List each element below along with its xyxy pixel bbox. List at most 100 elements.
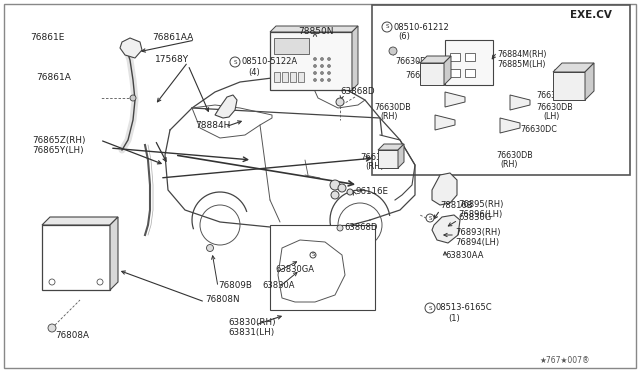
Text: 76808A: 76808A xyxy=(55,330,89,340)
Polygon shape xyxy=(500,118,520,133)
Circle shape xyxy=(130,95,136,101)
Text: 76894(LH): 76894(LH) xyxy=(455,237,499,247)
Circle shape xyxy=(97,279,103,285)
Polygon shape xyxy=(435,115,455,130)
Circle shape xyxy=(49,279,55,285)
Bar xyxy=(42,225,110,290)
Bar xyxy=(270,225,375,310)
Polygon shape xyxy=(215,95,237,118)
Text: 96116E: 96116E xyxy=(355,187,388,196)
Circle shape xyxy=(347,189,353,195)
Text: 76861A: 76861A xyxy=(36,74,71,83)
Text: ★767★007®: ★767★007® xyxy=(540,356,591,365)
Polygon shape xyxy=(585,63,594,100)
Polygon shape xyxy=(120,38,142,58)
Circle shape xyxy=(314,78,317,81)
Text: 78884H: 78884H xyxy=(195,121,230,129)
Bar xyxy=(465,69,475,77)
Text: EXE.CV: EXE.CV xyxy=(570,10,612,20)
Text: (LH): (LH) xyxy=(543,112,559,122)
Text: 76630DB: 76630DB xyxy=(496,151,532,160)
Circle shape xyxy=(328,58,330,61)
Text: 63830AA: 63830AA xyxy=(445,250,483,260)
Circle shape xyxy=(321,78,323,81)
Bar xyxy=(282,72,288,82)
Polygon shape xyxy=(420,63,444,85)
Text: S: S xyxy=(428,305,432,311)
Text: 76630DC: 76630DC xyxy=(520,125,557,135)
Bar xyxy=(298,72,304,82)
Circle shape xyxy=(321,58,323,61)
Text: 63830A: 63830A xyxy=(262,280,294,289)
Circle shape xyxy=(207,244,214,251)
Circle shape xyxy=(321,71,323,74)
Text: 63830G: 63830G xyxy=(458,214,492,222)
Text: S: S xyxy=(385,25,388,29)
Text: 76630DB: 76630DB xyxy=(374,103,411,112)
Text: 76861AA: 76861AA xyxy=(152,33,193,42)
Text: (1): (1) xyxy=(448,314,460,323)
Circle shape xyxy=(328,78,330,81)
Circle shape xyxy=(314,71,317,74)
Circle shape xyxy=(328,71,330,74)
Polygon shape xyxy=(553,72,585,100)
Text: S: S xyxy=(233,60,237,64)
Polygon shape xyxy=(378,144,404,150)
Circle shape xyxy=(330,180,340,190)
Bar xyxy=(274,38,309,54)
Circle shape xyxy=(389,47,397,55)
Text: 76865Y(LH): 76865Y(LH) xyxy=(32,145,84,154)
Polygon shape xyxy=(553,63,594,72)
Text: 78816B: 78816B xyxy=(440,201,472,209)
Polygon shape xyxy=(378,150,398,168)
Text: 63868D: 63868D xyxy=(344,224,378,232)
Bar xyxy=(274,72,280,82)
Text: 76896(LH): 76896(LH) xyxy=(458,211,502,219)
Text: 76630DA: 76630DA xyxy=(536,90,573,99)
Text: 76884M(RH): 76884M(RH) xyxy=(497,51,547,60)
Circle shape xyxy=(337,225,343,231)
Text: (RH): (RH) xyxy=(380,112,397,122)
Polygon shape xyxy=(42,217,118,225)
Bar xyxy=(290,72,296,82)
Circle shape xyxy=(425,303,435,313)
Text: 78850N: 78850N xyxy=(298,28,333,36)
Text: 63868D: 63868D xyxy=(340,87,374,96)
Text: (RH): (RH) xyxy=(500,160,518,170)
Text: (RH): (RH) xyxy=(365,163,384,171)
Circle shape xyxy=(426,214,434,222)
Polygon shape xyxy=(432,173,457,205)
Bar xyxy=(450,53,460,61)
Polygon shape xyxy=(398,144,404,168)
Circle shape xyxy=(310,252,316,258)
Circle shape xyxy=(328,64,330,67)
Text: (4): (4) xyxy=(248,67,260,77)
Bar xyxy=(450,69,460,77)
Circle shape xyxy=(230,57,240,67)
Text: 76885M(LH): 76885M(LH) xyxy=(497,60,545,68)
Text: 08513-6165C: 08513-6165C xyxy=(436,304,493,312)
Text: 76630DB: 76630DB xyxy=(536,103,573,112)
Polygon shape xyxy=(270,26,358,32)
Text: 63830(RH): 63830(RH) xyxy=(228,317,276,327)
Text: 76630DB: 76630DB xyxy=(360,154,399,163)
Circle shape xyxy=(321,64,323,67)
Polygon shape xyxy=(352,26,358,90)
Text: 63830GA: 63830GA xyxy=(275,266,314,275)
Text: 63831(LH): 63831(LH) xyxy=(228,327,275,337)
Text: 08510-61212: 08510-61212 xyxy=(394,22,450,32)
Polygon shape xyxy=(444,56,451,85)
Polygon shape xyxy=(432,215,460,243)
Circle shape xyxy=(338,184,346,192)
Polygon shape xyxy=(510,95,530,110)
Text: 76861E: 76861E xyxy=(30,33,65,42)
Circle shape xyxy=(336,98,344,106)
Bar xyxy=(372,5,630,175)
Text: 76895(RH): 76895(RH) xyxy=(458,201,504,209)
Text: 76630D: 76630D xyxy=(405,71,436,80)
Circle shape xyxy=(48,324,56,332)
Text: 76630DD: 76630DD xyxy=(553,68,590,77)
Circle shape xyxy=(331,191,339,199)
Polygon shape xyxy=(420,56,451,63)
Polygon shape xyxy=(445,92,465,107)
